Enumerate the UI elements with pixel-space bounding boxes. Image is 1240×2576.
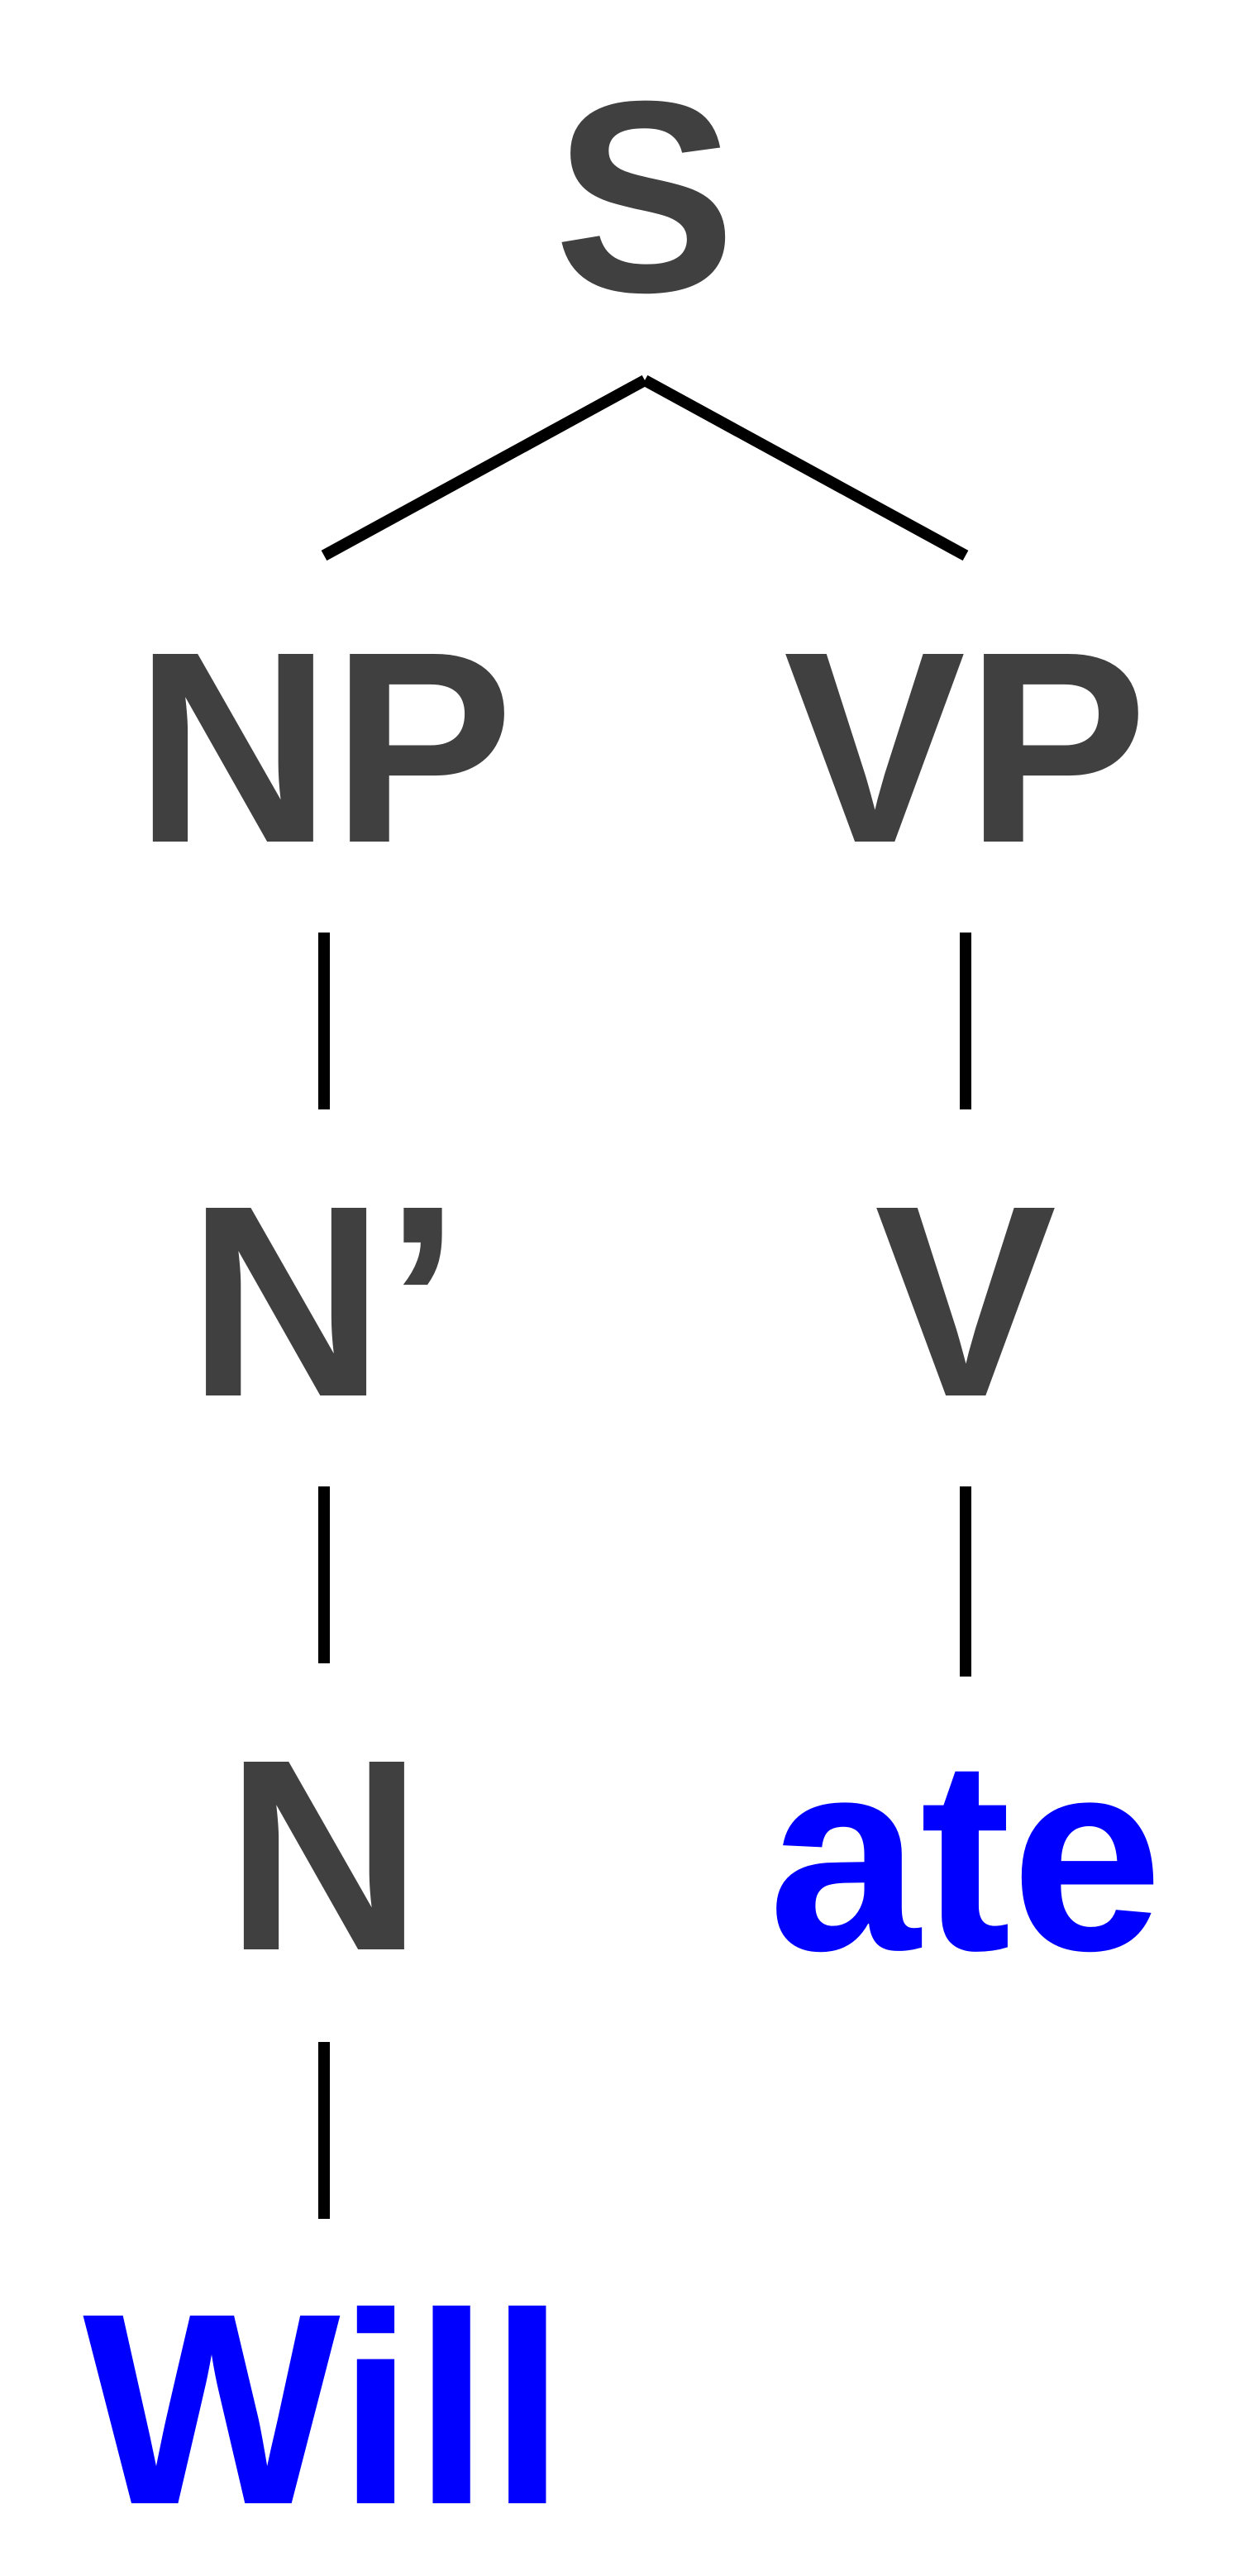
edge-s-vp xyxy=(641,374,969,561)
node-np: NP xyxy=(135,594,513,899)
edge-s-np xyxy=(321,374,648,561)
node-n-bar: N’ xyxy=(188,1148,460,1453)
node-v: V xyxy=(875,1148,1058,1453)
node-s: S xyxy=(554,44,736,349)
word-will: Will xyxy=(83,2256,565,2561)
node-n: N xyxy=(226,1702,422,2007)
word-ate: ate xyxy=(769,1702,1163,2007)
node-vp: VP xyxy=(784,594,1147,899)
